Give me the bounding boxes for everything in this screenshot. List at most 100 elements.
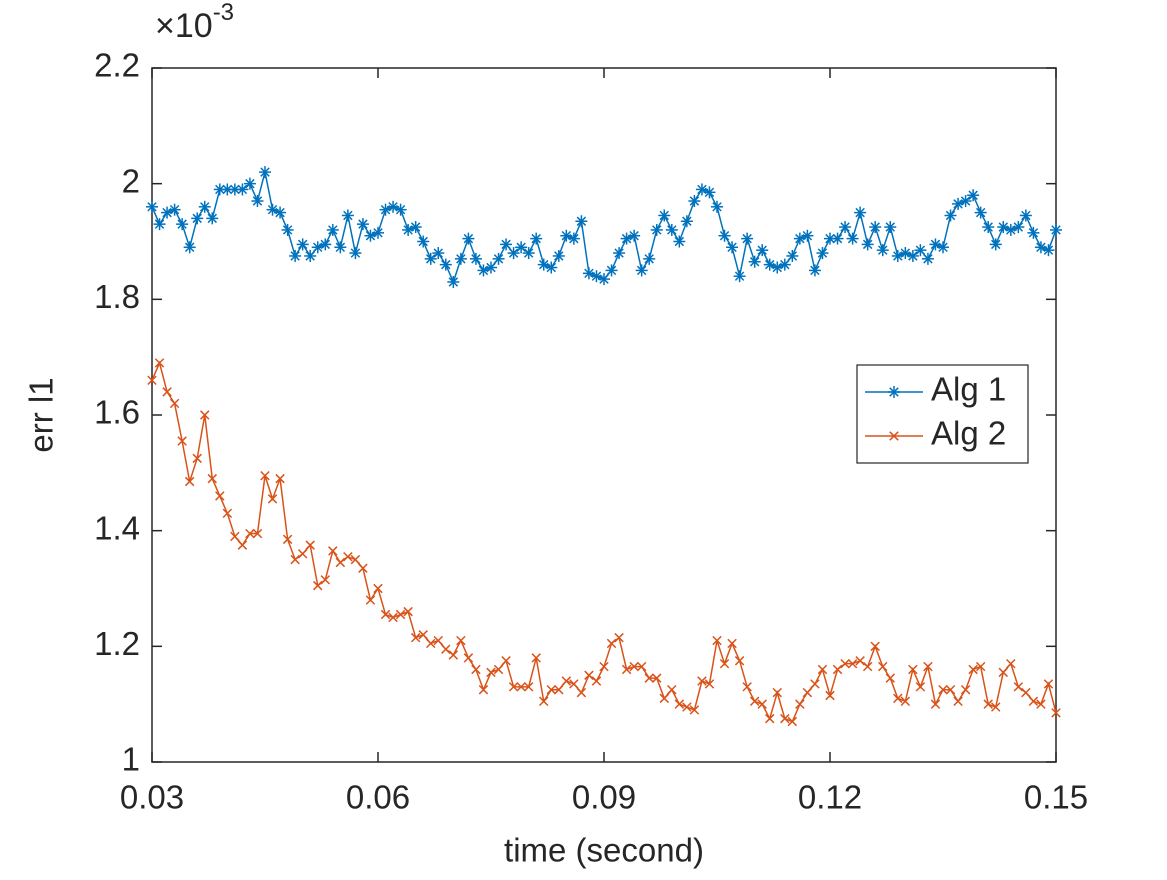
data-point <box>456 635 466 646</box>
marker-stroke <box>765 259 775 270</box>
legend-marker <box>888 386 900 398</box>
marker-stroke <box>569 679 579 689</box>
marker-stroke <box>960 196 971 206</box>
marker-stroke <box>795 699 805 709</box>
data-point <box>1043 679 1054 689</box>
data-point <box>959 195 972 208</box>
marker-stroke <box>840 658 850 669</box>
marker-stroke <box>780 713 790 724</box>
data-point <box>388 612 398 623</box>
marker-stroke <box>983 699 993 709</box>
data-point <box>983 699 993 709</box>
data-point <box>780 713 790 724</box>
data-point <box>825 690 835 701</box>
data-point <box>289 249 302 262</box>
data-point <box>1027 226 1040 239</box>
marker-stroke <box>945 210 956 221</box>
data-point <box>893 693 903 704</box>
marker-stroke <box>614 632 624 643</box>
data-point <box>576 687 587 698</box>
data-point <box>230 531 240 542</box>
marker-stroke <box>900 248 911 258</box>
data-point <box>748 255 761 268</box>
marker-stroke <box>1043 679 1054 689</box>
data-point <box>206 212 219 225</box>
marker-stroke <box>154 358 165 368</box>
data-point <box>493 664 504 675</box>
marker-stroke <box>343 551 353 562</box>
marker-stroke <box>516 242 526 253</box>
data-point <box>869 221 882 234</box>
marker-stroke <box>576 687 587 698</box>
marker-stroke <box>591 676 602 686</box>
data-point <box>975 661 986 672</box>
y-exponent-power: -3 <box>213 0 234 26</box>
data-point <box>884 221 897 234</box>
data-point <box>711 200 723 213</box>
marker-stroke <box>343 210 353 221</box>
marker-stroke <box>418 236 428 247</box>
data-point <box>1013 682 1024 692</box>
data-point <box>968 664 978 675</box>
data-point <box>478 684 489 695</box>
marker-stroke <box>885 673 895 683</box>
marker-stroke <box>177 436 187 446</box>
marker-stroke <box>297 239 308 250</box>
data-point <box>334 241 347 254</box>
marker-stroke <box>885 222 895 232</box>
data-point <box>810 679 820 689</box>
marker-stroke <box>426 254 436 264</box>
data-point <box>184 476 195 487</box>
marker-stroke <box>237 540 248 550</box>
legend-label: Alg 2 <box>931 415 1006 452</box>
data-point <box>1021 687 1031 698</box>
data-point <box>403 606 413 617</box>
data-point <box>765 713 775 724</box>
marker-stroke <box>350 248 361 258</box>
marker-stroke <box>328 546 338 556</box>
data-point <box>832 664 843 675</box>
marker-stroke <box>252 196 263 206</box>
data-point <box>410 632 421 643</box>
marker-stroke <box>599 661 609 672</box>
marker-stroke <box>893 693 903 704</box>
marker-stroke <box>162 387 172 397</box>
data-point <box>847 658 858 669</box>
data-point <box>200 410 210 420</box>
data-point <box>335 557 346 568</box>
marker-stroke <box>576 216 587 226</box>
marker-stroke <box>388 202 398 212</box>
data-point <box>930 699 941 709</box>
data-point <box>545 261 558 274</box>
data-point <box>365 595 376 605</box>
data-point <box>372 226 384 239</box>
data-point <box>854 206 867 219</box>
marker-stroke <box>1028 228 1039 238</box>
data-point <box>508 682 519 692</box>
marker-stroke <box>878 245 888 255</box>
data-point <box>953 696 963 707</box>
data-point <box>501 656 511 666</box>
y-exponent: ×10-3 <box>155 0 234 45</box>
data-point <box>358 563 368 573</box>
marker-stroke <box>501 239 511 250</box>
marker-stroke <box>636 661 647 672</box>
marker-stroke <box>456 254 466 264</box>
marker-stroke <box>742 682 752 692</box>
marker-stroke <box>960 684 971 695</box>
data-point <box>409 221 422 234</box>
data-point <box>991 702 1001 712</box>
marker-stroke <box>719 230 730 241</box>
marker-stroke <box>320 575 330 585</box>
marker-stroke <box>629 661 639 672</box>
marker-stroke <box>1051 225 1061 235</box>
data-point <box>1019 209 1032 222</box>
data-point <box>885 673 895 683</box>
data-point <box>598 273 610 286</box>
marker-stroke <box>1051 708 1061 718</box>
marker-stroke <box>923 254 933 264</box>
data-point <box>296 238 309 251</box>
y-axis-label: err l1 <box>23 377 60 452</box>
data-point <box>712 635 722 646</box>
